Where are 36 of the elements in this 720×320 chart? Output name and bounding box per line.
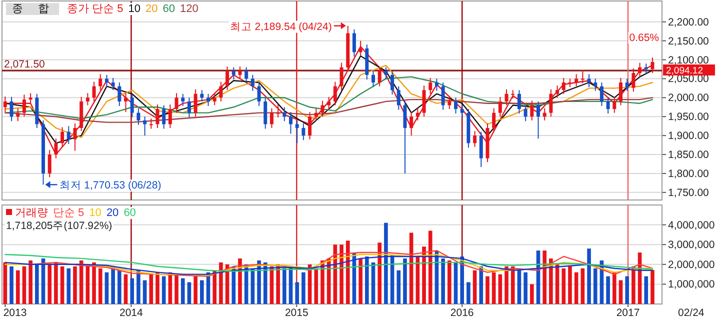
text: 60 bbox=[124, 207, 136, 219]
chart-title: 종 합 bbox=[12, 3, 56, 15]
y-tick-label: 1,850.00 bbox=[668, 149, 710, 162]
annotation: 2,094.12 bbox=[666, 65, 703, 76]
text: 20 bbox=[106, 207, 119, 219]
text: 10 bbox=[89, 207, 102, 219]
x-tick-label: 2017 bbox=[616, 307, 640, 319]
x-tick-label: 2014 bbox=[120, 307, 144, 319]
y-tick-label: 2,100.00 bbox=[668, 54, 710, 66]
annotation: 최고 2,189.54 (04/24) bbox=[230, 20, 332, 33]
x-tick-label: 2016 bbox=[450, 307, 474, 319]
text: 60 bbox=[162, 3, 176, 15]
y-tick-label: 1,900.00 bbox=[668, 130, 710, 142]
text: 단순 5 bbox=[53, 207, 84, 219]
y-tick-label: 2,000,000 bbox=[668, 258, 715, 271]
y-tick-label: 1,800.00 bbox=[668, 168, 710, 180]
y-tick-label: 4,000,000 bbox=[668, 219, 715, 232]
annotation: 최저 1,770.53 (06/28) bbox=[59, 180, 162, 192]
y-tick-label: 1,750.00 bbox=[668, 186, 710, 199]
y-tick-label: 2,000.00 bbox=[668, 92, 710, 104]
y-tick-label: 1,000,000 bbox=[668, 278, 715, 291]
y-tick-label: 2,150.00 bbox=[668, 35, 710, 48]
text: 120 bbox=[180, 3, 198, 15]
text: 20 bbox=[146, 3, 158, 15]
x-tick-label: 2015 bbox=[284, 307, 308, 319]
annotation: 0.65% bbox=[629, 32, 659, 44]
ref-line-label: 2,071.50 bbox=[4, 58, 46, 71]
y-tick-label: 3,000,000 bbox=[668, 239, 715, 252]
text: 10 bbox=[128, 3, 141, 15]
text: 02/24 bbox=[678, 307, 704, 319]
text: 종가 단순 5 bbox=[67, 3, 124, 15]
annotation: 1,718,205주(107.92%) bbox=[6, 220, 112, 232]
y-tick-label: 1,950.00 bbox=[668, 111, 710, 124]
text: 거래량 bbox=[15, 207, 48, 219]
x-tick-label: 2013 bbox=[3, 307, 27, 319]
y-tick-label: 2,200.00 bbox=[668, 16, 710, 28]
